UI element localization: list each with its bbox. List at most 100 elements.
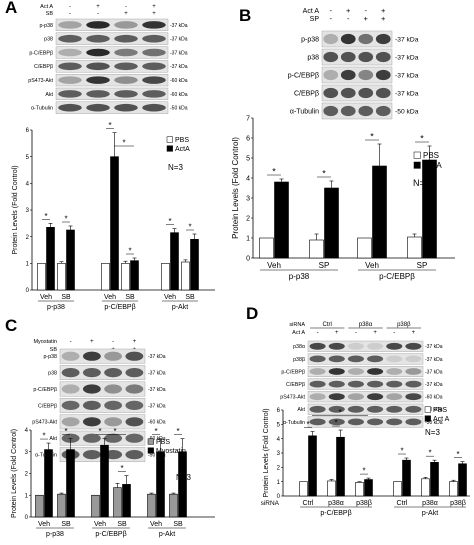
legend-label: ActA	[175, 146, 190, 153]
y-tick-label: 0	[25, 515, 29, 521]
blot-band	[347, 380, 364, 388]
y-tick-label: 1	[26, 261, 30, 267]
condition-label: Act A	[292, 330, 305, 336]
blot-band	[405, 355, 422, 363]
blot-band	[61, 417, 80, 427]
y-tick-label: 3	[25, 450, 29, 456]
bar-treatment	[308, 435, 317, 497]
chart-b: 0 1 2 3 4 5 6 7 Protein Levels (Fold Control) Veh…	[231, 115, 455, 281]
blot-band	[328, 380, 345, 388]
legend-swatch	[424, 415, 431, 422]
bar-treatment	[190, 239, 199, 291]
blot-band	[58, 48, 82, 57]
x-group-label: p-Akt	[159, 531, 175, 538]
x-category-label: Veh	[267, 261, 281, 270]
blot-band	[86, 21, 110, 29]
bar-control	[121, 263, 130, 291]
blot-band	[125, 384, 144, 394]
bar-control	[169, 493, 178, 518]
bar-control	[355, 482, 364, 497]
blot-strip	[55, 101, 169, 114]
blot-strip	[59, 348, 146, 364]
condition-mark: -	[347, 14, 350, 23]
blot-kda-label: -50 kDa	[425, 420, 443, 426]
blot-band	[367, 355, 384, 363]
blot-kda-label: -37 kDa	[148, 370, 166, 376]
blot-band	[367, 418, 384, 426]
blot-row-label: C/EBPβ	[286, 382, 305, 388]
x-category-label: SP	[319, 261, 330, 270]
sirna-group-label: Ctrl	[322, 322, 331, 328]
condition-label: Act A	[40, 4, 53, 10]
bar-control	[181, 261, 190, 291]
blot-strip	[321, 48, 393, 66]
x-prefix-label: siRNA	[261, 500, 280, 507]
blot-strip	[307, 403, 424, 415]
blot-row-label: p38α	[293, 344, 305, 350]
x-group-label: p-p38	[46, 531, 64, 538]
condition-mark: -	[112, 339, 114, 345]
significance-star: *	[154, 427, 157, 436]
significance-star: *	[428, 449, 431, 458]
blot-band	[86, 34, 110, 43]
blot-band	[405, 418, 422, 426]
blot-kda-label: -37 kDa	[395, 36, 419, 43]
significance-star: *	[188, 223, 191, 232]
bar-treatment	[324, 187, 339, 259]
blot-kda-label: -37 kDa	[425, 382, 443, 388]
condition-mark: -	[330, 6, 333, 15]
bar-treatment	[336, 436, 345, 497]
blot-band	[142, 34, 166, 43]
bar-control	[407, 236, 422, 259]
legend-label: PBS	[423, 151, 439, 160]
legend-label: Act A	[433, 416, 450, 423]
condition-mark: -	[70, 339, 72, 345]
blot-band	[328, 393, 345, 401]
blot-band	[61, 384, 80, 394]
bar-treatment	[430, 462, 439, 497]
y-tick-label: 6	[246, 135, 250, 142]
x-category-label: Veh	[365, 261, 379, 270]
x-category-label: p38α	[328, 500, 344, 507]
blot-band	[104, 417, 123, 427]
bar-treatment	[46, 227, 55, 291]
blot-band	[114, 62, 138, 71]
blot-strip	[55, 32, 169, 45]
x-group-label: p-p38	[47, 304, 65, 311]
blot-band	[309, 380, 326, 388]
blot-band	[375, 69, 391, 81]
blot-band	[142, 48, 166, 57]
chart-c: 0 1 2 3 4 Protein Levels (Fold Control) Veh SB V…	[11, 427, 215, 538]
blot-band	[125, 400, 144, 411]
blot-kda-label: -37 kDa	[170, 37, 188, 43]
blot-band	[86, 48, 110, 57]
panel-label-d: D	[246, 304, 259, 323]
y-tick-label: 5	[277, 422, 281, 428]
panel-label-b: B	[239, 6, 252, 25]
blot-strip	[55, 87, 169, 101]
x-category-label: Veh	[150, 521, 162, 528]
legend-swatch	[166, 136, 173, 143]
chart-d: 0 1 2 3 4 5 6 Protein Levels (Fold Control) Ctrl…	[261, 406, 470, 517]
blot-kda-label: -37 kDa	[148, 403, 166, 409]
blot-strip	[59, 365, 146, 380]
significance-star: *	[322, 169, 326, 179]
blot-band	[358, 33, 374, 45]
blot-band	[58, 62, 82, 71]
condition-label: Myostatin	[33, 339, 57, 345]
bar-control	[35, 494, 44, 518]
blot-band	[142, 103, 166, 112]
blot-row-label: C/EBPβ	[38, 403, 57, 409]
condition-label: SB	[50, 347, 58, 353]
blot-band	[386, 342, 403, 350]
y-tick-label: 1	[277, 480, 281, 486]
blot-band	[86, 76, 110, 84]
blot-band	[114, 48, 138, 57]
blot-band	[386, 418, 403, 426]
y-tick-label: 6	[277, 408, 281, 414]
y-tick-label: 7	[246, 115, 250, 122]
x-category-label: Veh	[40, 294, 52, 301]
blot-band	[340, 87, 356, 99]
blot-band	[375, 33, 391, 45]
blot-band	[125, 367, 144, 378]
